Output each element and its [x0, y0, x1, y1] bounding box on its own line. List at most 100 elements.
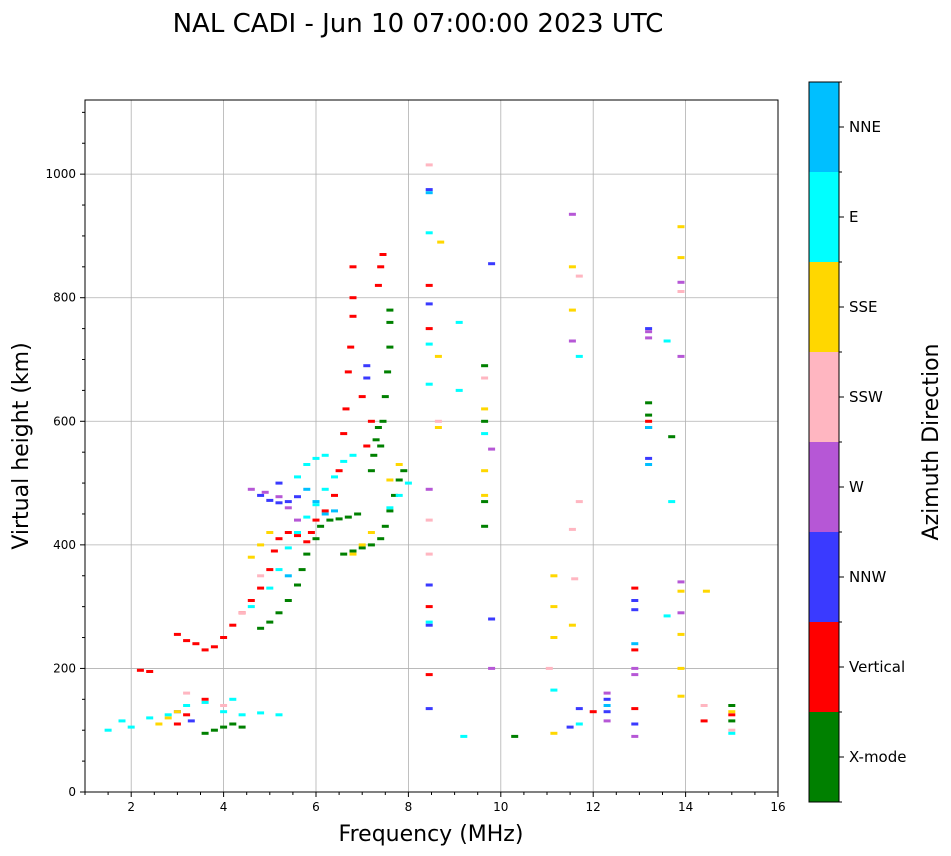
- data-point: [677, 666, 685, 670]
- data-point: [677, 611, 685, 615]
- colorbar-segment: [809, 532, 839, 622]
- data-point: [379, 419, 387, 423]
- data-point: [379, 253, 387, 256]
- data-point: [229, 623, 237, 627]
- colorbar-segment: [809, 82, 839, 172]
- data-point: [700, 704, 708, 707]
- data-point: [146, 716, 154, 720]
- data-point: [568, 527, 576, 531]
- data-point: [294, 583, 301, 587]
- data-point: [118, 719, 126, 723]
- data-point: [575, 722, 583, 726]
- data-point: [550, 605, 558, 609]
- colorbar-segment: [809, 442, 839, 532]
- data-point: [631, 673, 639, 677]
- data-point: [381, 524, 389, 528]
- data-point: [298, 568, 306, 572]
- data-point: [603, 704, 611, 707]
- data-point: [395, 463, 403, 466]
- colorbar-tick-label: W: [849, 478, 864, 496]
- data-point: [220, 725, 228, 729]
- data-point: [677, 225, 685, 229]
- data-point: [631, 608, 639, 612]
- data-point: [545, 666, 553, 670]
- data-points: [104, 163, 736, 738]
- data-point: [386, 320, 394, 324]
- data-point: [425, 231, 433, 235]
- data-point: [603, 710, 611, 714]
- data-point: [266, 586, 274, 590]
- data-point: [395, 493, 403, 497]
- data-point: [187, 719, 195, 723]
- data-point: [294, 475, 301, 479]
- data-point: [303, 487, 311, 491]
- data-point: [550, 731, 558, 735]
- data-point: [566, 725, 574, 729]
- data-point: [220, 710, 228, 714]
- data-point: [386, 345, 394, 349]
- data-point: [568, 265, 576, 269]
- y-tick-label: 0: [68, 785, 76, 799]
- x-axis-label: Frequency (MHz): [339, 822, 524, 847]
- data-point: [372, 438, 380, 442]
- data-point: [183, 691, 191, 695]
- colorbar-segment: [809, 352, 839, 442]
- data-point: [645, 419, 653, 423]
- data-point: [631, 648, 639, 652]
- data-point: [668, 500, 676, 504]
- data-point: [386, 478, 394, 482]
- data-point: [257, 711, 265, 715]
- data-point: [603, 719, 611, 723]
- data-point: [321, 509, 329, 513]
- series-ssw: [183, 163, 736, 732]
- data-point: [645, 456, 653, 460]
- data-point: [425, 552, 433, 556]
- data-point: [247, 555, 255, 559]
- data-point: [201, 700, 209, 704]
- data-point: [425, 191, 433, 195]
- data-point: [381, 395, 389, 399]
- chart-title: NAL CADI - Jun 10 07:00:00 2023 UTC: [173, 9, 664, 39]
- data-point: [127, 725, 135, 729]
- data-point: [257, 626, 265, 630]
- colorbar-segment: [809, 712, 839, 802]
- data-point: [173, 632, 181, 636]
- data-point: [155, 722, 163, 726]
- data-point: [677, 354, 685, 358]
- data-point: [395, 478, 403, 482]
- data-point: [677, 589, 685, 593]
- data-point: [377, 444, 385, 448]
- grid-lines: [85, 100, 779, 793]
- series-nne: [284, 191, 653, 707]
- colorbar-tick-label: SSW: [849, 388, 883, 406]
- series-e: [104, 231, 736, 738]
- data-point: [363, 444, 371, 448]
- data-point: [367, 469, 375, 473]
- data-point: [257, 586, 265, 590]
- data-point: [275, 537, 283, 541]
- data-point: [488, 262, 496, 266]
- data-point: [455, 388, 463, 392]
- data-point: [201, 731, 209, 735]
- data-point: [349, 314, 357, 318]
- data-point: [335, 469, 343, 473]
- data-point: [645, 413, 653, 417]
- data-point: [344, 370, 352, 374]
- data-point: [307, 531, 315, 534]
- data-point: [201, 648, 209, 652]
- data-point: [321, 487, 329, 491]
- x-tick-label: 14: [678, 800, 693, 814]
- data-point: [488, 617, 496, 621]
- data-point: [275, 495, 283, 499]
- data-point: [261, 490, 269, 494]
- data-point: [437, 240, 445, 244]
- data-point: [550, 688, 558, 692]
- data-point: [321, 512, 329, 516]
- colorbar-segment: [809, 262, 839, 352]
- data-point: [257, 543, 265, 547]
- data-point: [481, 524, 489, 528]
- y-axis: 0 200 400 600 800 1000: [45, 111, 85, 799]
- plot-area: [85, 100, 778, 792]
- y-tick-label: 400: [53, 538, 76, 552]
- data-point: [370, 453, 378, 457]
